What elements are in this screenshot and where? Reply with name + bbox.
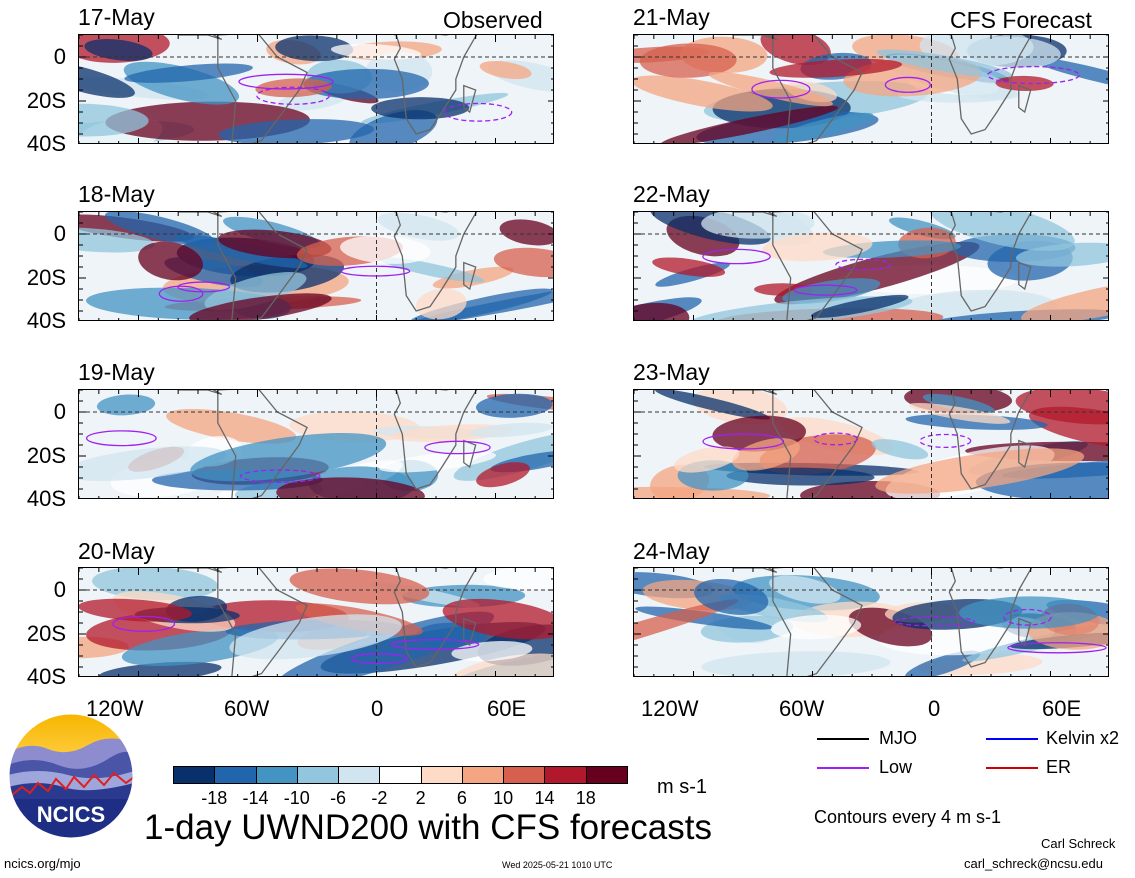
colorbar-label: 10	[493, 788, 514, 808]
colorbar-label: -6	[330, 788, 347, 808]
colorbar-unit: m s-1	[657, 776, 707, 798]
map-panel	[78, 34, 554, 144]
colorbar-label: -2	[371, 788, 388, 808]
x-tick-label: 60W	[224, 696, 270, 721]
panel-date: 17-May	[78, 4, 155, 30]
colorbar-swatch	[296, 766, 340, 784]
main-title: 1-day UWND200 with CFS forecasts	[144, 808, 712, 847]
footer-url[interactable]: ncics.org/mjo	[4, 856, 81, 871]
kelvin-legend-label: Kelvin x2	[1046, 728, 1120, 748]
colorbar-swatch	[338, 766, 381, 784]
panel-date: 19-May	[78, 359, 155, 385]
map-panel	[78, 567, 554, 677]
colorbar-label: 18	[575, 788, 596, 808]
er-legend-line	[986, 767, 1038, 769]
mjo-legend-label: MJO	[879, 728, 917, 748]
colorbar-swatch	[173, 766, 216, 784]
observed-label: Observed	[443, 7, 543, 33]
colorbar	[173, 766, 628, 784]
colorbar-label: -10	[283, 788, 310, 808]
x-tick-label: 60W	[779, 696, 825, 721]
map-panel	[633, 34, 1109, 144]
x-tick-label: 0	[371, 696, 384, 721]
ncics-logo-icon: NCICS	[8, 713, 134, 839]
y-tick-label: 0	[53, 577, 66, 602]
y-tick-label: 20S	[26, 88, 66, 113]
y-tick-label: 20S	[26, 265, 66, 290]
logo-text: NCICS	[37, 802, 105, 827]
colorbar-swatch	[214, 766, 257, 784]
map-panel	[78, 389, 554, 499]
colorbar-label: -18	[201, 788, 228, 808]
y-tick-label: 40S	[26, 486, 66, 511]
colorbar-swatch	[379, 766, 422, 784]
x-tick-label: 60E	[1042, 696, 1082, 721]
y-tick-label: 0	[53, 399, 66, 424]
ncics-logo: NCICS	[8, 713, 134, 839]
footer-author: Carl Schreck	[1041, 836, 1116, 851]
panel-date: 24-May	[633, 538, 710, 564]
colorbar-swatch	[585, 766, 628, 784]
x-tick-label: 120W	[86, 696, 144, 721]
colorbar-swatch	[503, 766, 546, 784]
footer-timestamp: Wed 2025-05-21 1010 UTC	[502, 860, 613, 870]
map-panel	[633, 211, 1109, 321]
x-tick-label: 120W	[641, 696, 699, 721]
panel-date: 18-May	[78, 181, 155, 207]
low-legend-label: Low	[879, 757, 913, 777]
panel-date: 21-May	[633, 4, 710, 30]
map-panel	[633, 567, 1109, 677]
colorbar-label: -14	[242, 788, 269, 808]
colorbar-label: 6	[456, 788, 467, 808]
low-legend-line	[817, 767, 869, 769]
y-tick-label: 0	[53, 44, 66, 69]
panel-date: 20-May	[78, 538, 155, 564]
x-tick-label: 0	[928, 696, 941, 721]
y-tick-label: 40S	[26, 131, 66, 156]
y-tick-label: 20S	[26, 621, 66, 646]
kelvin-legend-line	[986, 738, 1038, 740]
panel-date: 22-May	[633, 181, 710, 207]
mjo-legend-line	[817, 738, 869, 740]
footer-email[interactable]: carl_schreck@ncsu.edu	[964, 856, 1103, 871]
x-tick-label: 60E	[487, 696, 527, 721]
colorbar-swatch	[255, 766, 298, 784]
map-panel	[78, 211, 554, 321]
map-panel	[633, 389, 1109, 499]
colorbar-swatch	[420, 766, 463, 784]
forecast-label: CFS Forecast	[950, 7, 1092, 33]
colorbar-swatch	[544, 766, 587, 784]
colorbar-label: 2	[415, 788, 426, 808]
y-tick-label: 0	[53, 221, 66, 246]
colorbar-swatch	[461, 766, 505, 784]
y-tick-label: 40S	[26, 664, 66, 689]
contour-note: Contours every 4 m s-1	[814, 807, 1002, 827]
y-tick-label: 40S	[26, 308, 66, 333]
colorbar-label: 14	[534, 788, 555, 808]
y-tick-label: 20S	[26, 443, 66, 468]
er-legend-label: ER	[1046, 757, 1072, 777]
panel-date: 23-May	[633, 359, 710, 385]
